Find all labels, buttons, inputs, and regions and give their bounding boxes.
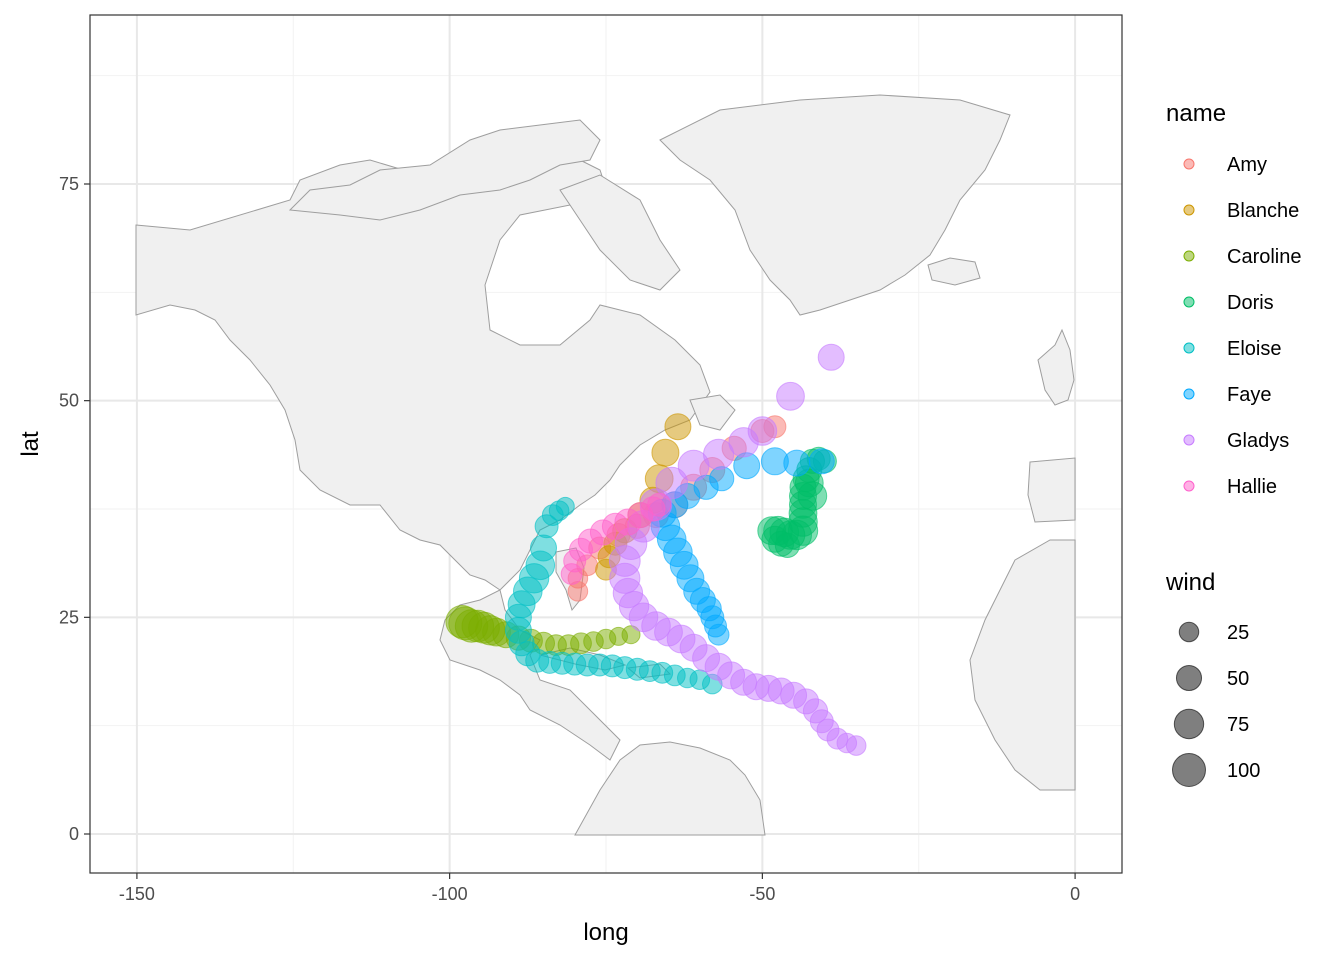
legend-key-amy [1183, 158, 1195, 170]
track-point [647, 492, 672, 517]
legend-label: Blanche [1227, 200, 1299, 222]
track-point [797, 481, 828, 511]
legend-label: Hallie [1227, 476, 1277, 498]
legend-size-label: 25 [1227, 622, 1249, 644]
legend-label: Gladys [1227, 430, 1289, 452]
track-point [776, 381, 805, 411]
plot-panel [90, 15, 1122, 873]
land-south-america [574, 741, 766, 836]
legend-size-label: 75 [1227, 714, 1249, 736]
x-tick-label: -50 [749, 884, 775, 904]
land-newfoundland [689, 394, 736, 431]
legend-label: Faye [1227, 384, 1271, 406]
legend-key-gladys [1183, 434, 1195, 446]
track-point [655, 466, 689, 500]
land-africa [969, 539, 1076, 791]
track-point [747, 416, 778, 446]
legend-key-doris [1183, 296, 1195, 308]
track-point [530, 534, 557, 562]
land-greenland [659, 94, 1011, 316]
legend-key-hallie [1183, 480, 1195, 492]
land-iberia [1027, 457, 1076, 523]
legend-size-key [1173, 708, 1205, 740]
x-tick-label: 0 [1070, 884, 1080, 904]
y-tick-label: 25 [59, 607, 79, 627]
y-axis: 0 25 50 75 [59, 174, 90, 844]
track-point [817, 343, 845, 371]
points-layer [445, 343, 867, 756]
y-tick-label: 75 [59, 174, 79, 194]
y-tick-label: 50 [59, 391, 79, 411]
track-point [651, 438, 680, 467]
x-tick-label: -100 [432, 884, 468, 904]
land-baffin [559, 174, 681, 291]
track-point [774, 532, 801, 559]
legend-label: Doris [1227, 292, 1274, 314]
legend-key-blanche [1183, 204, 1195, 216]
track-point [555, 496, 575, 516]
x-tick-label: -150 [119, 884, 155, 904]
legend-size-key [1178, 621, 1200, 643]
track-point [664, 413, 692, 441]
legend-key-faye [1183, 388, 1195, 400]
legend-label: Caroline [1227, 246, 1301, 268]
legend-size-label: 50 [1227, 668, 1249, 690]
series-eloise [504, 496, 723, 695]
legend-color-keys: Amy Blanche Caroline Doris Eloise Faye Gladys H… [1183, 154, 1301, 498]
series-doris [757, 446, 837, 559]
y-tick-label: 0 [69, 824, 79, 844]
legend-key-caroline [1183, 250, 1195, 262]
legend-label: Eloise [1227, 338, 1281, 360]
series-hallie [560, 492, 672, 585]
land-layer [135, 94, 1076, 836]
track-point [703, 438, 735, 470]
panel-border [89, 14, 1123, 874]
legend-size-key [1175, 664, 1203, 692]
legend-size-label: 100 [1227, 760, 1260, 782]
legend: name Amy Blanche Caroline Doris Eloise Faye Gl… [1165, 100, 1301, 787]
track-point [445, 605, 479, 639]
legend-key-eloise [1183, 342, 1195, 354]
legend-size-title: wind [1165, 569, 1215, 596]
land-uk-ireland [1037, 328, 1075, 406]
land-arctic-islands [288, 119, 601, 221]
y-axis-title: lat [17, 431, 44, 457]
track-point [783, 449, 811, 477]
legend-color-title: name [1166, 100, 1226, 127]
legend-size-keys: 25 50 75 100 [1172, 621, 1260, 787]
track-point [709, 466, 735, 492]
x-axis-title: long [583, 919, 628, 946]
track-point [808, 448, 835, 475]
x-axis: -150 -100 -50 0 [119, 873, 1080, 904]
legend-label: Amy [1227, 154, 1267, 176]
legend-size-key [1172, 753, 1206, 787]
land-iceland [927, 257, 981, 286]
